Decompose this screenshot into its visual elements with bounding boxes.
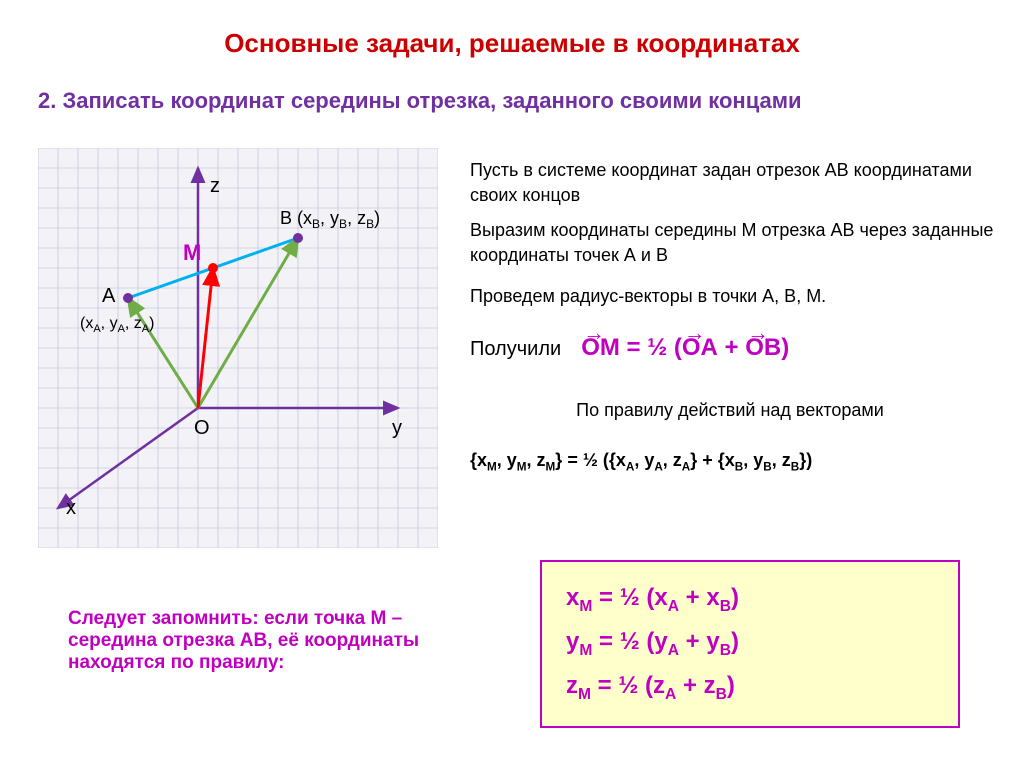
vector-formula-lead: Получили xyxy=(470,338,561,360)
paragraph-2: Выразим координаты середины М отрезка АВ… xyxy=(470,218,1000,268)
svg-text:A: A xyxy=(102,285,116,307)
page-subtitle: 2. Записать координат середины отрезка, … xyxy=(38,88,802,114)
result-formulas: xM = ½ (xA + xB) yM = ½ (yA + yB) zM = ½… xyxy=(540,560,960,728)
svg-text:y: y xyxy=(392,417,402,439)
coordinate-diagram: zyxОA(xA, yA, zA)B (xB, yB, zB)M xyxy=(38,148,438,548)
svg-text:M: M xyxy=(183,240,201,265)
svg-text:B (xB, yB, zB): B (xB, yB, zB) xyxy=(280,208,380,231)
bottom-remark: Следует запомнить: если точка М – середи… xyxy=(68,608,468,674)
paragraph-1: Пусть в системе координат задан отрезок … xyxy=(470,158,1000,208)
page-title: Основные задачи, решаемые в координатах xyxy=(0,28,1024,59)
svg-text:x: x xyxy=(66,497,76,519)
svg-text:z: z xyxy=(210,175,220,197)
vector-formula: Получили OM = ½ (OA + OB) xyxy=(470,334,789,362)
coord-formula: {xM, yM, zM} = ½ ({xA, yA, zA} + {xB, yB… xyxy=(470,450,812,474)
svg-text:О: О xyxy=(194,417,210,439)
result-row-y: yM = ½ (yA + yB) xyxy=(566,628,934,660)
result-row-x: xM = ½ (xA + xB) xyxy=(566,584,934,616)
coord-formula-rhs: = ½ ({xA, yA, zA} + {xB, yB, zB}) xyxy=(567,450,812,470)
paragraph-5: По правилу действий над векторами xyxy=(470,398,990,423)
vector-formula-body: OM = ½ (OA + OB) xyxy=(581,334,789,361)
coord-formula-lhs: {xM, yM, zM} xyxy=(470,450,567,470)
paragraph-3: Проведем радиус-векторы в точки А, В, М. xyxy=(470,284,1000,309)
result-row-z: zM = ½ (zA + zB) xyxy=(566,672,934,704)
